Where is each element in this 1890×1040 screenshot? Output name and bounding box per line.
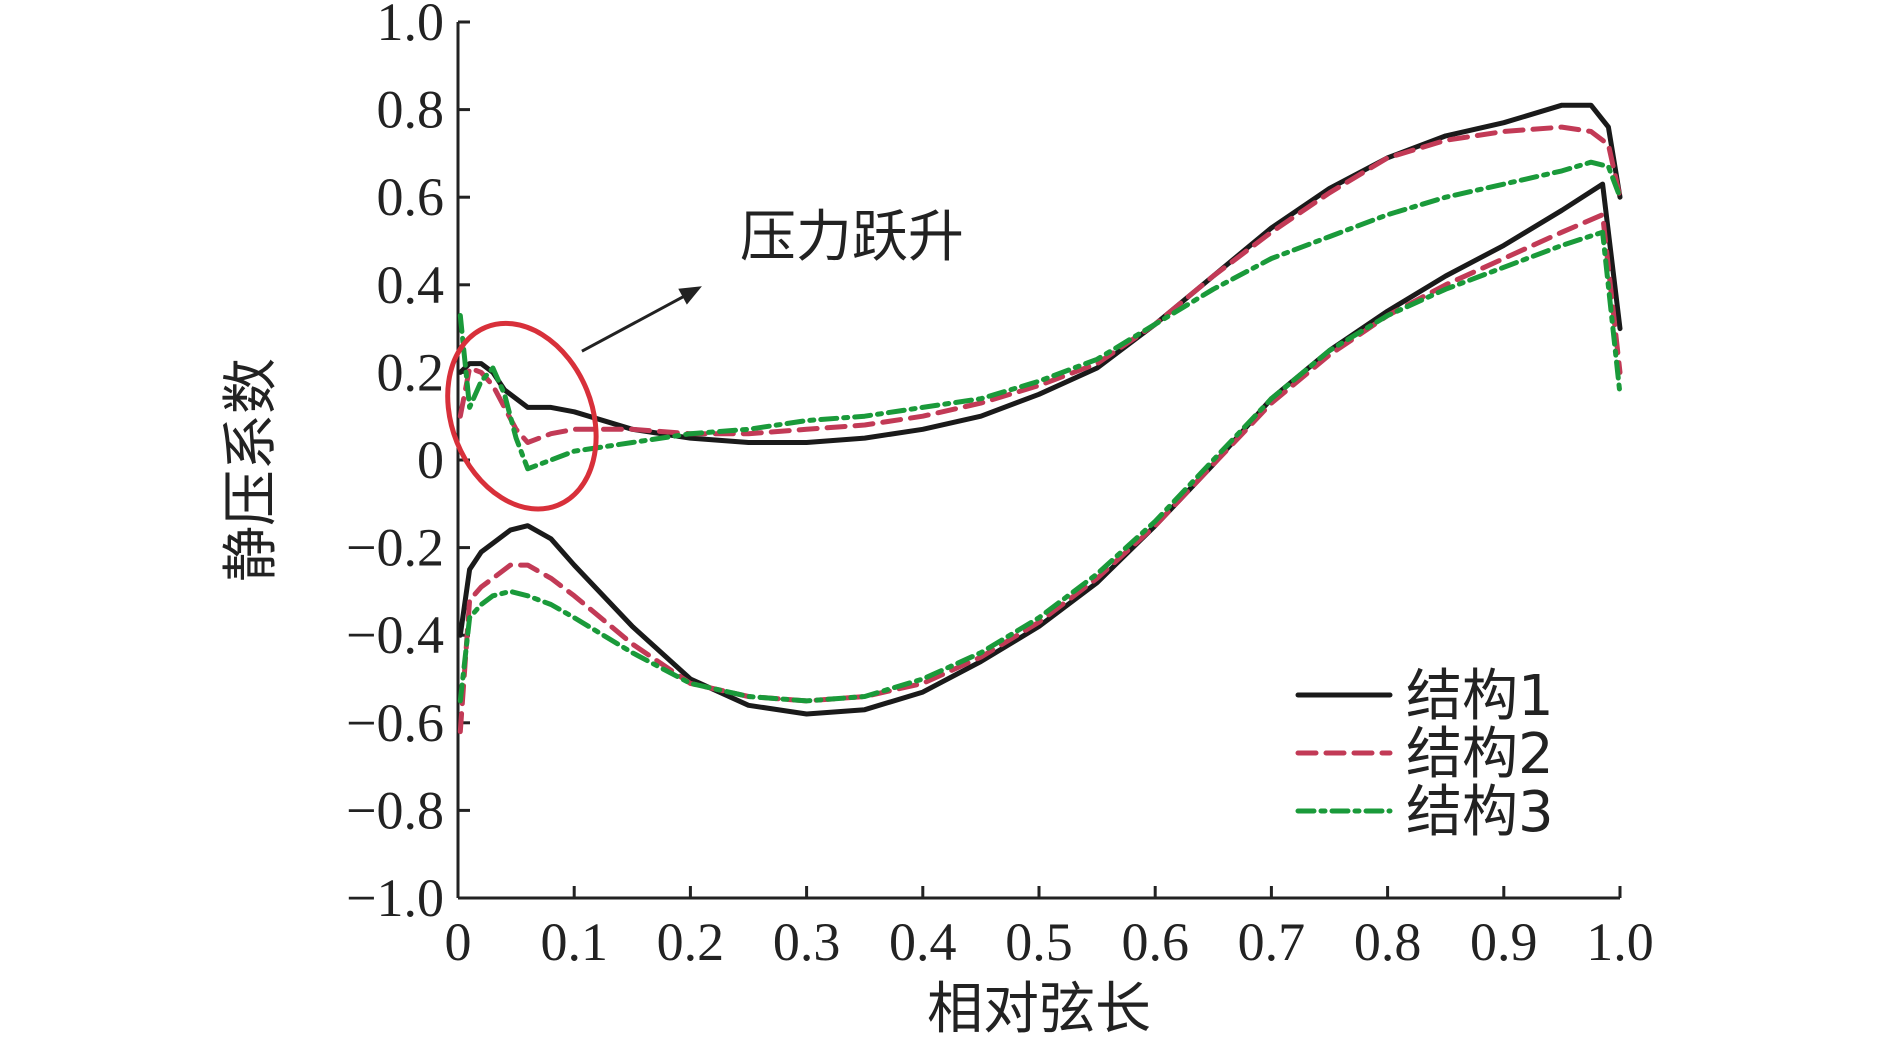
annotation-arrow: [581, 292, 689, 353]
series-2: [457, 124, 1623, 735]
y-tick-label: 0.2: [377, 342, 445, 402]
y-tick-label: 1.0: [377, 0, 445, 52]
series-1: [457, 102, 1623, 717]
x-tick-label: 0.4: [889, 912, 957, 972]
x-tick-label: 0.6: [1121, 912, 1189, 972]
annotation: 压力跃升: [445, 205, 964, 512]
x-ticks: 0 0.1 0.2 0.3 0.4 0.5 0.6 0.7 0.8 0.9 1.0: [445, 886, 1654, 972]
x-tick-label: 0.8: [1354, 912, 1422, 972]
y-tick-label: 0.6: [377, 167, 445, 227]
x-tick-label: 0.1: [540, 912, 608, 972]
y-tick-label: −0.2: [346, 518, 444, 578]
series-3-lower-line: [457, 229, 1623, 704]
y-tick-label: 0.4: [377, 255, 445, 315]
y-tick-label: −1.0: [346, 868, 444, 928]
x-tick-label: 0.3: [773, 912, 841, 972]
x-tick-label: 0.7: [1238, 912, 1306, 972]
legend-label-2: 结构2: [1406, 722, 1554, 787]
y-tick-label: 0.8: [377, 80, 445, 140]
series-3: [457, 159, 1623, 704]
legend-label-3: 结构3: [1406, 780, 1554, 845]
x-tick-label: 1.0: [1586, 912, 1654, 972]
annotation-label: 压力跃升: [740, 205, 964, 270]
x-tick-label: 0.5: [1005, 912, 1073, 972]
series-3-upper-line: [457, 159, 1623, 472]
y-tick-label: −0.8: [346, 780, 444, 840]
y-tick-label: −0.4: [346, 605, 444, 665]
series-1-lower-line: [457, 181, 1623, 717]
x-tick-label: 0: [445, 912, 472, 972]
x-axis-title: 相对弦长: [927, 977, 1151, 1040]
series-layer: [457, 102, 1623, 735]
series-1-upper-line: [457, 102, 1623, 445]
annotation-arrow-head: [678, 286, 702, 305]
legend-label-1: 结构1: [1406, 664, 1554, 729]
y-tick-label: −0.6: [346, 693, 444, 753]
y-axis-title: 静压系数: [219, 358, 284, 582]
x-tick-label: 0.9: [1470, 912, 1538, 972]
plot-area: 0 0.1 0.2 0.3 0.4 0.5 0.6 0.7 0.8 0.9 1.0 −1.0 −0.8…: [346, 0, 1654, 972]
x-tick-label: 0.2: [657, 912, 725, 972]
y-ticks: −1.0 −0.8 −0.6 −0.4 −0.2 0 0.2 0.4 0.6 0.8 1.0: [346, 0, 470, 928]
pressure-jump-highlight-ellipse: [445, 320, 599, 512]
y-tick-label: 0: [417, 430, 444, 490]
